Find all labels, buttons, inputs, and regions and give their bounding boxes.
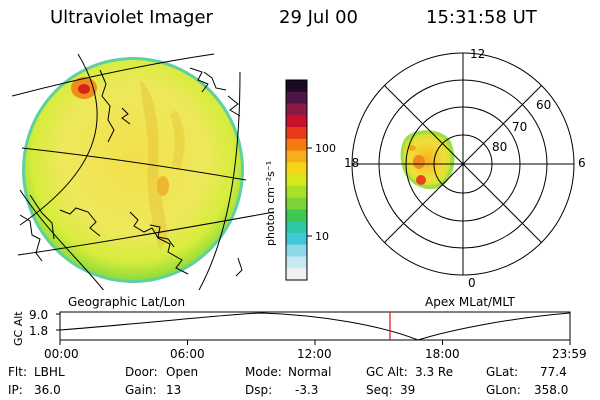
colorbar-cell	[286, 162, 307, 175]
mlt-label-12: 12	[470, 47, 486, 61]
colorbar-cell	[286, 185, 307, 199]
mlt-label-0: 0	[468, 276, 476, 290]
altitude-axis-label: GC Alt	[12, 311, 25, 346]
colorbar-frame	[285, 79, 308, 281]
polar-plot	[351, 52, 575, 276]
info-label-door: Door:	[125, 365, 158, 379]
coastline	[29, 194, 55, 240]
longitude-line	[19, 189, 105, 290]
colorbar-cell	[286, 91, 307, 105]
info-value-filter: LBHL	[34, 365, 65, 379]
info-value-gc-alt: 3.3 Re	[415, 365, 454, 379]
info-value-ip: 36.0	[34, 383, 61, 397]
disk-fill	[25, 60, 241, 280]
colorbar	[285, 79, 312, 281]
coastline	[189, 67, 209, 93]
colorbar-cells	[286, 80, 307, 281]
altitude-tick-low: 1.8	[29, 324, 49, 338]
info-value-glon: 358.0	[534, 383, 569, 397]
altitude-curve	[59, 312, 571, 341]
date-label: 29 Jul 00	[279, 7, 358, 28]
coastline	[235, 257, 243, 277]
oval-bright-region	[413, 155, 425, 169]
colorbar-cell	[286, 244, 307, 258]
right-panel-caption: Apex MLat/MLT	[425, 295, 515, 309]
latitude-line	[17, 211, 274, 256]
colorbar-tick-10: 10	[315, 230, 329, 243]
oval-hotspot	[416, 175, 426, 185]
info-value-gain: 13	[166, 383, 182, 397]
info-label-glat: GLat:	[486, 365, 519, 379]
info-label-seq: Seq:	[366, 383, 393, 397]
time-tick: 23:59	[552, 347, 587, 361]
coastline	[99, 69, 115, 143]
longitude-line	[198, 71, 241, 290]
colorbar-cell	[286, 197, 307, 211]
geo-grid	[12, 53, 274, 290]
info-label-filter: Flt:	[8, 365, 27, 379]
strip-frame	[59, 311, 571, 341]
auroral-patch	[170, 110, 185, 170]
time-tick: 06:00	[170, 347, 205, 361]
time-tick: 00:00	[44, 347, 79, 361]
colorbar-cell	[286, 150, 307, 163]
coastline	[19, 214, 43, 262]
altitude-strip	[56, 311, 571, 345]
mlt-label-6: 6	[578, 156, 586, 170]
colorbar-cell	[286, 80, 307, 93]
info-label-gain: Gain:	[125, 383, 157, 397]
colorbar-cell	[286, 103, 307, 116]
info-label-ip: IP:	[8, 383, 23, 397]
bright-spot-core	[78, 84, 90, 94]
coastline	[227, 95, 241, 117]
colorbar-cell	[286, 138, 307, 152]
altitude-tick-high: 9.0	[29, 308, 49, 322]
coastline	[129, 211, 189, 275]
mlt-meridian	[384, 85, 542, 243]
coastline	[121, 107, 131, 125]
info-value-glat: 77.4	[540, 365, 567, 379]
left-panel-caption: Geographic Lat/Lon	[68, 295, 186, 309]
info-label-glon: GLon:	[486, 383, 521, 397]
mid-spot	[157, 176, 169, 196]
time-tick: 12:00	[297, 347, 332, 361]
oval-patch	[408, 145, 416, 151]
coastline	[59, 207, 101, 237]
polar-grid	[351, 52, 575, 276]
colorbar-cell	[286, 221, 307, 234]
earth-disk-image	[22, 57, 244, 283]
instrument-title: Ultraviolet Imager	[50, 7, 213, 28]
mlat-label-60: 60	[536, 98, 552, 112]
colorbar-cell	[286, 232, 307, 246]
info-label-gc-alt: GC Alt:	[366, 365, 408, 379]
coastline	[149, 224, 175, 248]
info-label-dsp: Dsp:	[245, 383, 273, 397]
mlt-label-18: 18	[344, 156, 360, 170]
latitude-line	[12, 53, 215, 97]
colorbar-tick-100: 100	[315, 142, 336, 155]
mlat-label-80: 80	[492, 140, 508, 154]
info-value-dsp: -3.3	[295, 383, 319, 397]
colorbar-cell	[286, 174, 307, 187]
latitude-line	[21, 147, 247, 181]
time-tick: 18:00	[425, 347, 460, 361]
info-label-mode: Mode:	[245, 365, 282, 379]
mlat-label-70: 70	[512, 120, 528, 134]
colorbar-unit-label: photon cm⁻²s⁻¹	[264, 160, 277, 246]
info-value-mode: Normal	[288, 365, 332, 379]
info-value-door: Open	[166, 365, 199, 379]
coastline	[203, 71, 227, 91]
longitude-line	[19, 53, 98, 226]
colorbar-cell	[286, 209, 307, 222]
colorbar-cell	[286, 127, 307, 140]
colorbar-cell	[286, 256, 307, 269]
colorbar-cell	[286, 115, 307, 128]
time-label: 15:31:58 UT	[426, 7, 537, 28]
info-value-seq: 39	[400, 383, 416, 397]
colorbar-cell	[286, 268, 307, 281]
